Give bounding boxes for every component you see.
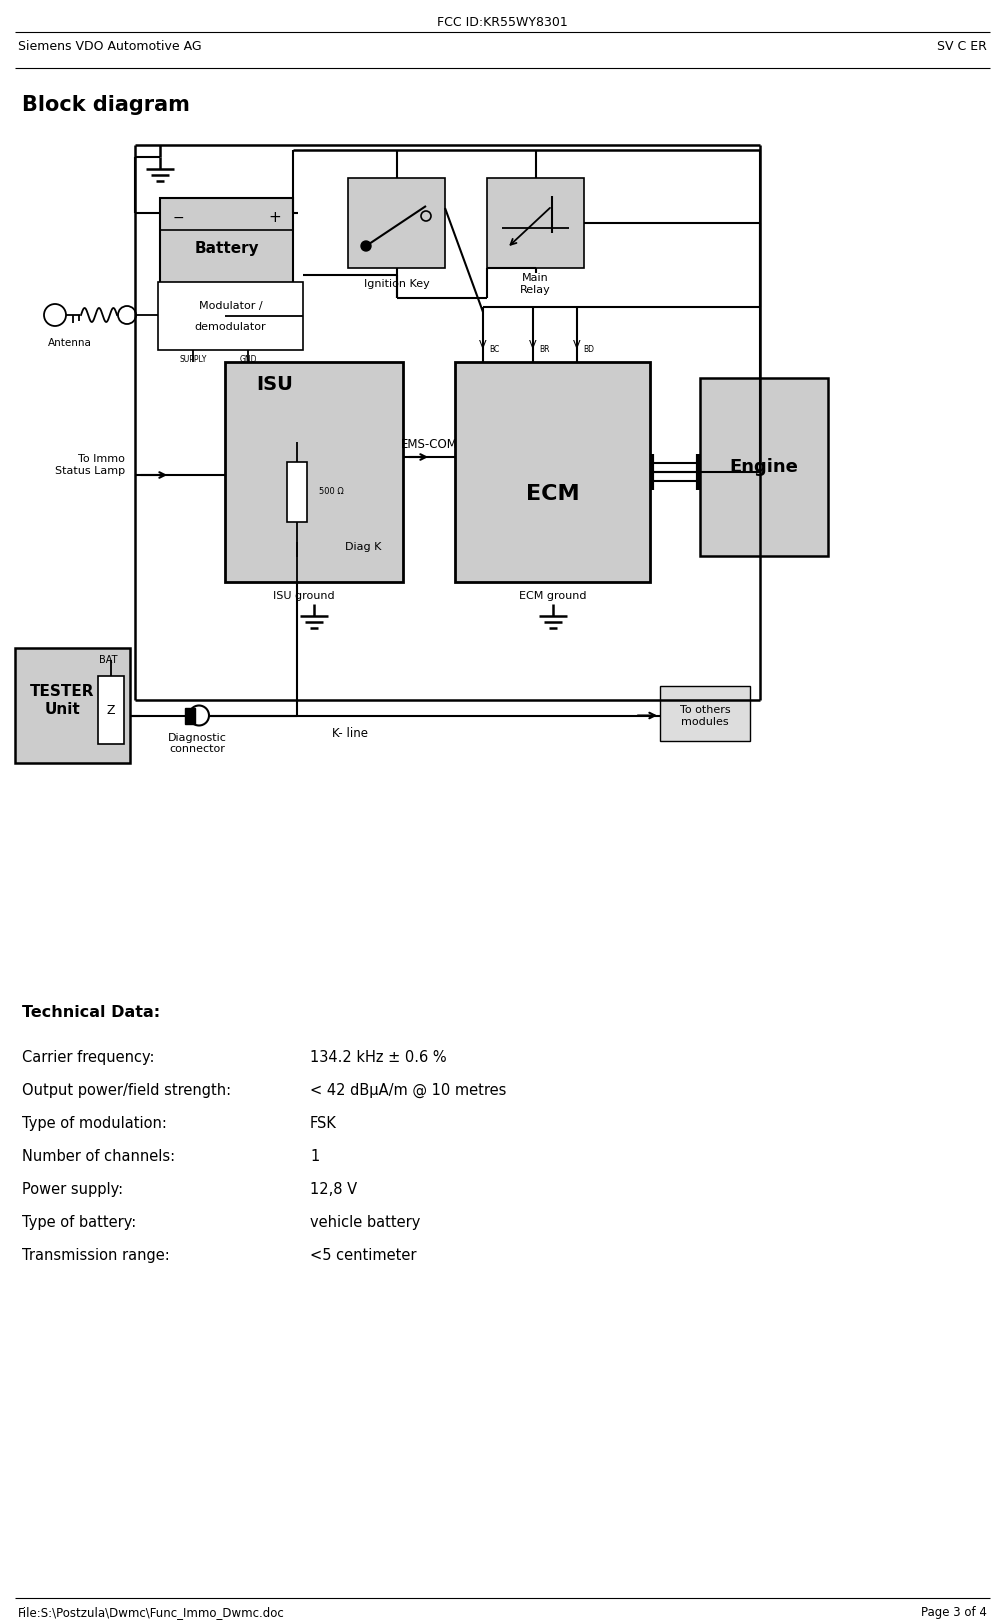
Text: 500 Ω: 500 Ω [319, 488, 344, 496]
Text: To Immo
Status Lamp: To Immo Status Lamp [55, 454, 125, 476]
Text: +: + [268, 211, 281, 225]
Text: ECM: ECM [526, 484, 579, 504]
Bar [98, 676, 124, 744]
Text: V: V [530, 340, 537, 350]
Text: Antenna: Antenna [48, 339, 91, 348]
Text: BC: BC [489, 345, 499, 355]
Text: File:S:\Postzula\Dwmc\Func_Immo_Dwmc.doc: File:S:\Postzula\Dwmc\Func_Immo_Dwmc.doc [18, 1605, 284, 1618]
Bar [700, 377, 828, 556]
Text: Type of modulation:: Type of modulation: [22, 1116, 167, 1131]
Text: ECM ground: ECM ground [519, 591, 586, 601]
Text: Transmission range:: Transmission range: [22, 1247, 170, 1264]
Text: Technical Data:: Technical Data: [22, 1004, 160, 1021]
Text: K- line: K- line [332, 727, 368, 740]
Text: Number of channels:: Number of channels: [22, 1149, 175, 1165]
Bar [158, 282, 303, 350]
Text: SV C ER: SV C ER [937, 40, 987, 53]
Text: V: V [479, 340, 486, 350]
Text: demodulator: demodulator [195, 322, 266, 332]
Text: Siemens VDO Automotive AG: Siemens VDO Automotive AG [18, 40, 202, 53]
Text: FSK: FSK [310, 1116, 337, 1131]
Text: Type of battery:: Type of battery: [22, 1215, 137, 1230]
Circle shape [361, 241, 371, 251]
Text: 1: 1 [310, 1149, 320, 1165]
Text: To others
modules: To others modules [679, 705, 731, 727]
Text: SUPPLY: SUPPLY [179, 355, 207, 364]
Text: ISU: ISU [256, 374, 293, 394]
Text: V: V [573, 340, 581, 350]
Text: GND: GND [239, 355, 256, 364]
Text: Diagnostic
connector: Diagnostic connector [168, 732, 226, 755]
Bar [287, 462, 307, 522]
Text: <5 centimeter: <5 centimeter [310, 1247, 416, 1264]
Bar [225, 361, 403, 582]
Text: Modulator /: Modulator / [199, 301, 262, 311]
Text: Battery: Battery [194, 241, 259, 256]
Bar [348, 178, 445, 267]
Text: Power supply:: Power supply: [22, 1183, 124, 1197]
Text: −: − [172, 211, 184, 225]
Bar [660, 685, 750, 740]
Text: 134.2 kHz ± 0.6 %: 134.2 kHz ± 0.6 % [310, 1050, 446, 1064]
Text: FCC ID:KR55WY8301: FCC ID:KR55WY8301 [436, 16, 568, 29]
Text: BAT: BAT [98, 654, 118, 664]
Text: Ignition Key: Ignition Key [364, 279, 429, 288]
Text: TESTER
Unit: TESTER Unit [30, 684, 94, 716]
Text: < 42 dBµA/m @ 10 metres: < 42 dBµA/m @ 10 metres [310, 1084, 507, 1098]
Text: Main
Relay: Main Relay [521, 274, 551, 295]
Text: Diag K: Diag K [345, 543, 381, 552]
Text: Block diagram: Block diagram [22, 96, 190, 115]
Bar [160, 198, 293, 284]
Text: BD: BD [583, 345, 594, 355]
Text: Carrier frequency:: Carrier frequency: [22, 1050, 155, 1064]
Text: 12,8 V: 12,8 V [310, 1183, 357, 1197]
Text: BR: BR [539, 345, 550, 355]
Text: Page 3 of 4: Page 3 of 4 [922, 1605, 987, 1618]
Circle shape [421, 211, 431, 220]
Bar [15, 648, 130, 763]
Text: vehicle battery: vehicle battery [310, 1215, 420, 1230]
Bar [487, 178, 584, 267]
Text: Engine: Engine [730, 458, 798, 476]
Text: Z: Z [107, 703, 116, 716]
Text: Output power/field strength:: Output power/field strength: [22, 1084, 231, 1098]
Bar [185, 708, 195, 724]
Bar [455, 361, 650, 582]
Text: EMS-COM: EMS-COM [401, 439, 457, 452]
Text: ISU ground: ISU ground [273, 591, 335, 601]
